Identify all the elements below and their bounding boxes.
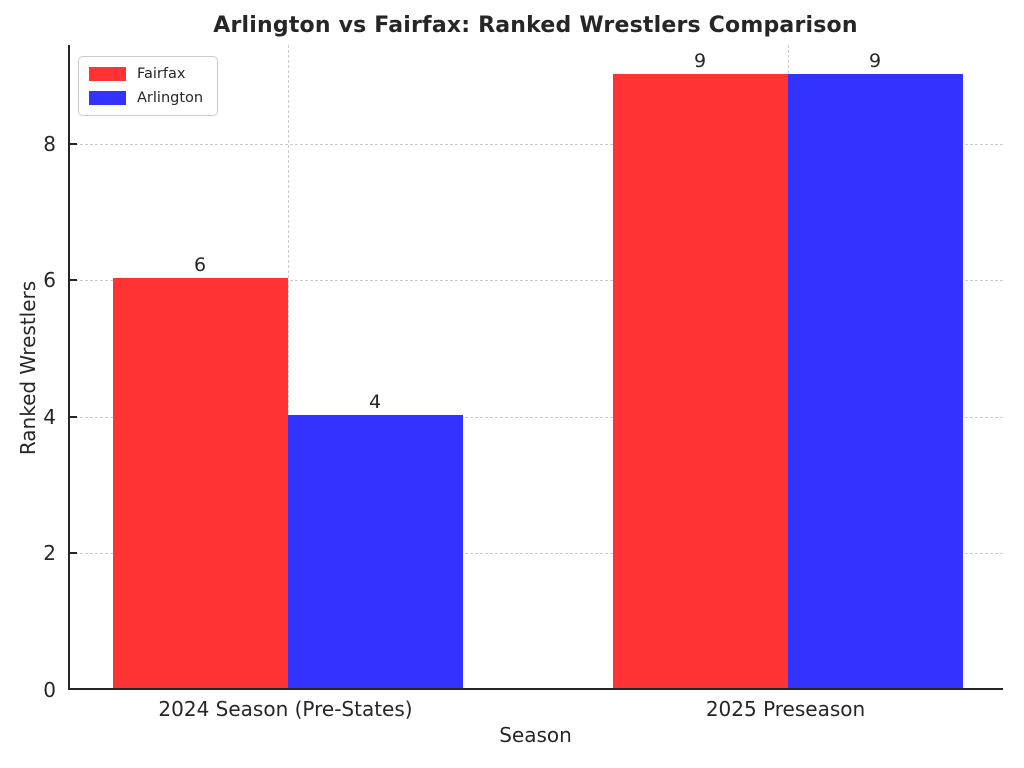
vertical-gridline bbox=[287, 45, 289, 688]
fairfax-color-swatch-icon bbox=[89, 67, 126, 81]
x-tick-label: 2024 Season (Pre-States) bbox=[158, 697, 413, 721]
plot-area: Fairfax Arlington 6 9 4 9 bbox=[68, 45, 1003, 690]
bar-value-label: 4 bbox=[368, 390, 382, 413]
y-tick-mark bbox=[70, 552, 77, 555]
bar-value-label: 9 bbox=[868, 49, 882, 72]
y-tick-label: 2 bbox=[43, 541, 56, 566]
bar-arlington-0 bbox=[287, 414, 463, 688]
y-tick-label: 4 bbox=[43, 404, 56, 429]
bar-fairfax-0 bbox=[112, 278, 288, 688]
bar-value-label: 6 bbox=[193, 254, 207, 277]
y-tick-mark bbox=[70, 279, 77, 282]
legend: Fairfax Arlington bbox=[78, 56, 219, 116]
legend-item-arlington: Arlington bbox=[89, 90, 203, 106]
horizontal-gridline bbox=[70, 416, 1003, 418]
arlington-color-swatch-icon bbox=[89, 91, 126, 105]
x-tick-label: 2025 Preseason bbox=[705, 697, 866, 721]
legend-label-arlington: Arlington bbox=[137, 90, 204, 106]
y-tick-label: 6 bbox=[43, 268, 56, 293]
legend-item-fairfax: Fairfax bbox=[89, 66, 203, 82]
y-tick-mark bbox=[70, 142, 77, 145]
y-tick-mark bbox=[70, 415, 77, 418]
horizontal-gridline bbox=[70, 553, 1003, 555]
bar-value-label: 9 bbox=[693, 49, 707, 72]
legend-label-fairfax: Fairfax bbox=[137, 66, 186, 82]
horizontal-gridline bbox=[70, 280, 1003, 282]
bar-arlington-1 bbox=[787, 73, 963, 688]
y-tick-label: 0 bbox=[43, 678, 56, 702]
y-tick-label: 8 bbox=[43, 131, 56, 156]
x-axis-label: Season bbox=[499, 723, 572, 747]
bar-fairfax-1 bbox=[612, 73, 788, 688]
chart-title: Arlington vs Fairfax: Ranked Wrestlers C… bbox=[213, 13, 858, 38]
horizontal-gridline bbox=[70, 143, 1003, 145]
